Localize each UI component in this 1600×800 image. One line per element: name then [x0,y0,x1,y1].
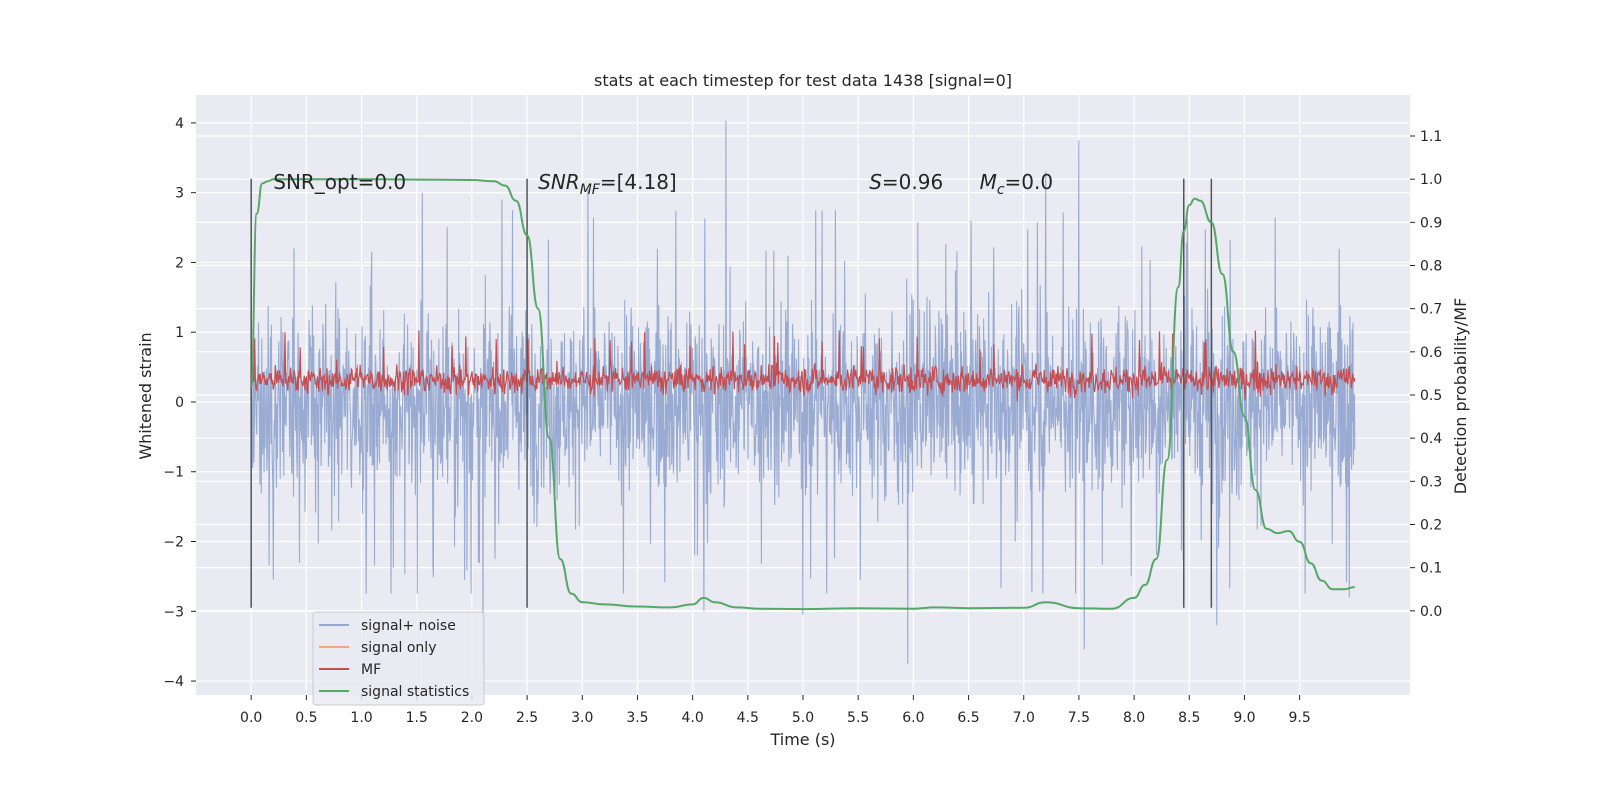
y-right-tick-label: 0.0 [1420,604,1442,620]
y-tick-label: 3 [175,186,184,202]
y-right-tick-label: 0.9 [1420,215,1442,231]
x-tick-label: 8.5 [1178,710,1200,726]
y-right-tick-label: 0.3 [1420,474,1442,490]
y-tick-labels: 4 3 2 1 0 −1 −2 −3 −4 [163,116,196,690]
y-tick-label: −2 [163,535,184,551]
vertical-markers [250,178,1213,608]
chart-title: stats at each timestep for test data 143… [594,71,1012,90]
legend-label: MF [361,662,381,678]
x-tick-label: 6.5 [957,710,979,726]
x-tick-label: 8.0 [1123,710,1145,726]
x-tick-label: 7.5 [1068,710,1090,726]
y-right-tick-label: 1.0 [1420,172,1442,188]
x-tick-label: 2.0 [461,710,483,726]
x-tick-label: 9.5 [1289,710,1311,726]
x-tick-label: 9.0 [1233,710,1255,726]
legend-label: signal only [361,640,436,656]
x-tick-label: 6.0 [902,710,924,726]
annotation-2: S=0.96 [869,170,943,194]
y-right-tick-label: 0.4 [1420,431,1442,447]
y-right-tick-label: 0.1 [1420,561,1442,577]
y-tick-label: 0 [175,395,184,411]
y-tick-label: 2 [175,255,184,271]
x-tick-label: 2.5 [516,710,538,726]
x-tick-label: 5.5 [847,710,869,726]
series-signal-noise [250,120,1356,668]
y-tick-label: 4 [175,116,184,132]
annotation-1: SNRMF=[4.18] [538,170,677,198]
y-right-tick-label: 0.7 [1420,302,1442,318]
y-tick-label: −1 [163,465,184,481]
x-axis-label: Time (s) [769,730,835,749]
y-right-tick-label: 1.1 [1420,129,1442,145]
x-tick-label: 0.5 [295,710,317,726]
legend-box [312,611,485,706]
x-tick-label: 1.0 [350,710,372,726]
x-tick-labels: 0.0 0.5 1.0 1.5 2.0 2.5 3.0 3.5 4.0 4.5 5.0 5.5 6.0 6… [240,695,1311,726]
y-tick-label: −3 [163,604,184,620]
annotation-3: Mc=0.0 [980,170,1054,198]
y-right-tick-label: 0.6 [1420,345,1442,361]
legend: signal+ noise signal only MF signal statist… [312,611,485,706]
legend-label: signal+ noise [361,618,456,634]
x-tick-label: 0.0 [240,710,262,726]
x-tick-label: 3.0 [571,710,593,726]
y-tick-label: 1 [175,325,184,341]
signal-noise-line [250,120,1356,668]
x-tick-label: 7.0 [1013,710,1035,726]
annotations: SNR_opt=0.0 SNRMF=[4.18] S=0.96 Mc=0.0 [273,170,1053,198]
series-signal-statistics [250,178,1355,611]
y-axis-label: Whitened strain [136,332,155,459]
x-tick-label: 4.0 [682,710,704,726]
y-right-tick-label: 0.8 [1420,259,1442,275]
x-tick-label: 3.5 [626,710,648,726]
y-right-axis-label: Detection probability/MF [1451,298,1470,495]
x-tick-label: 4.5 [737,710,759,726]
x-tick-label: 5.0 [792,710,814,726]
signal-statistics-line [250,178,1355,611]
x-tick-label: 1.5 [406,710,428,726]
legend-label: signal statistics [361,684,469,700]
y-tick-label: −4 [163,674,184,690]
series-mf [250,330,1356,402]
y-right-tick-labels: 1.1 1.0 0.9 0.8 0.7 0.6 0.5 0.4 0.3 0.2 0.1 0.0 [1410,129,1442,620]
y-right-tick-label: 0.5 [1420,388,1442,404]
mf-line [250,330,1356,402]
annotation-0: SNR_opt=0.0 [273,170,406,194]
y-right-tick-label: 0.2 [1420,517,1442,533]
